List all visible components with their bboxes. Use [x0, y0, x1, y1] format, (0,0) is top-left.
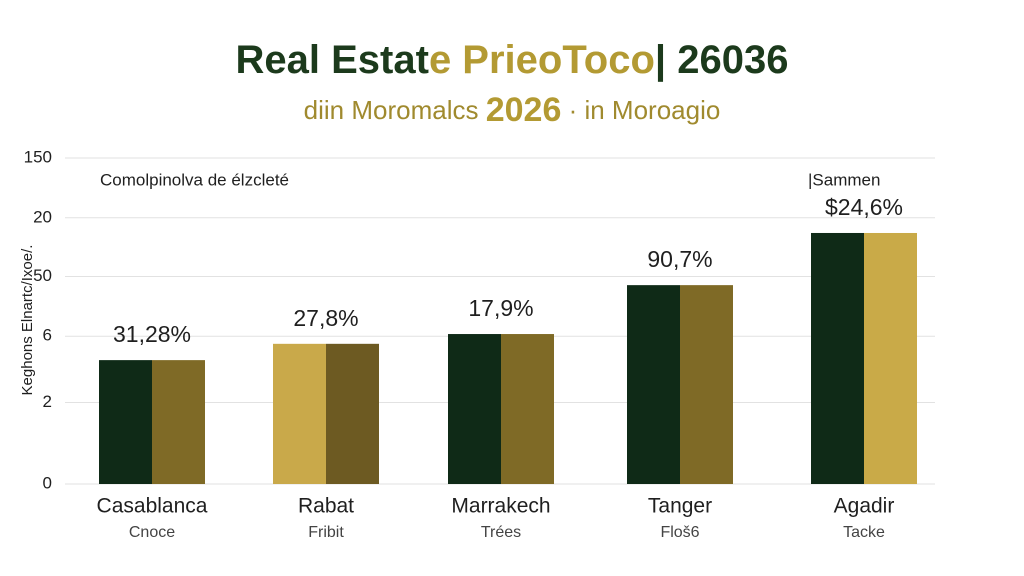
x-sublabel: Cnoce	[129, 524, 175, 541]
bar	[501, 334, 554, 484]
bar	[627, 285, 680, 484]
note: Comolpinolva de élzcleté	[100, 170, 289, 189]
note: |Sammen	[808, 170, 880, 189]
chart-title: Real Estate PrieoToco| 26036	[236, 38, 789, 82]
y-tick-label: 150	[24, 147, 52, 166]
x-tick-label: Rabat	[298, 495, 354, 518]
x-sublabel: Fribit	[308, 524, 344, 541]
title-part: e PrieoToco	[429, 38, 655, 82]
x-tick-label: Tanger	[648, 495, 712, 518]
bar	[448, 334, 501, 484]
bar	[811, 232, 864, 484]
x-tick-label: Agadir	[834, 495, 895, 518]
y-tick-label: 50	[33, 266, 52, 285]
title-part: | 26036	[655, 38, 789, 82]
bar	[680, 285, 733, 484]
value-label: 27,8%	[293, 305, 358, 331]
bar	[152, 360, 205, 484]
value-label: 31,28%	[113, 321, 191, 347]
value-label: $24,6%	[825, 194, 903, 220]
bar	[273, 343, 326, 484]
subtitle-part: 2026	[486, 91, 562, 129]
x-sublabel: Tacke	[843, 524, 885, 541]
y-axis-label: Keghons Elnartc/Ixoe/.	[19, 245, 36, 396]
y-tick-label: 0	[43, 473, 52, 492]
bar	[99, 360, 152, 484]
x-tick-label: Marrakech	[451, 495, 550, 518]
value-label: 90,7%	[647, 246, 712, 272]
x-sublabel: Trées	[481, 524, 521, 541]
chart-subtitle: diin Moromalcs 2026 · in Moroagio	[304, 91, 721, 129]
bar	[864, 232, 917, 484]
y-tick-label: 20	[33, 207, 52, 226]
y-tick-label: 2	[43, 392, 52, 411]
subtitle-part: · in Moroagio	[561, 95, 720, 125]
title-part: Real Estat	[236, 38, 429, 82]
x-tick-label: Casablanca	[97, 495, 208, 518]
bar	[326, 343, 379, 484]
value-label: 17,9%	[468, 295, 533, 321]
subtitle-part: diin Moromalcs	[304, 95, 486, 125]
y-tick-label: 6	[43, 326, 52, 345]
x-sublabel: Floš6	[660, 524, 699, 541]
